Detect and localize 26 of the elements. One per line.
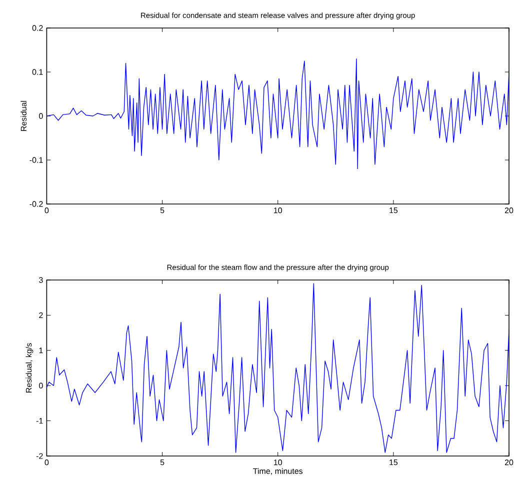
y-tick-label: 0 bbox=[39, 382, 43, 388]
x-tick-label: 5 bbox=[160, 208, 164, 214]
y-tick-label: 0.2 bbox=[32, 25, 43, 31]
y-axis-title: Residual, kg/s bbox=[26, 343, 34, 392]
y-tick-label: 0.1 bbox=[32, 69, 43, 75]
x-tick-label: 0 bbox=[44, 460, 49, 466]
y-tick-label: -0.2 bbox=[30, 201, 43, 207]
x-axis-title: Time, minutes bbox=[253, 468, 303, 475]
x-tick-label: 15 bbox=[390, 208, 398, 214]
x-tick-label: 15 bbox=[390, 460, 398, 466]
x-tick-label: 20 bbox=[504, 208, 514, 214]
x-tick-label: 10 bbox=[274, 208, 282, 214]
line-series bbox=[46, 283, 510, 453]
x-tick-label: 10 bbox=[274, 460, 282, 466]
y-axis-title: Residual bbox=[20, 100, 27, 131]
y-tick-label: -0.1 bbox=[30, 157, 43, 163]
y-tick-label: -2 bbox=[36, 453, 43, 459]
line-series bbox=[46, 58, 510, 170]
y-tick-label: 3 bbox=[39, 277, 43, 283]
x-tick-label: 5 bbox=[160, 460, 164, 466]
y-tick-label: 0 bbox=[39, 113, 43, 119]
y-tick-label: -1 bbox=[36, 418, 43, 424]
x-tick-label: 20 bbox=[504, 460, 514, 466]
y-tick-label: 2 bbox=[39, 312, 43, 318]
x-tick-label: 0 bbox=[44, 208, 49, 214]
y-tick-label: 1 bbox=[39, 348, 43, 354]
